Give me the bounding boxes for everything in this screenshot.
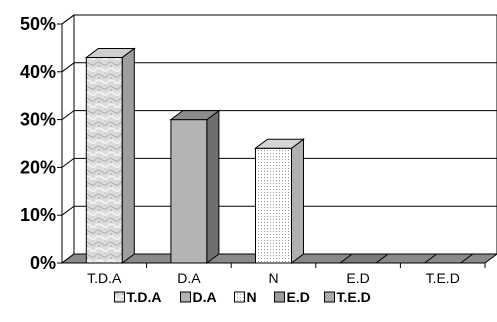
- bar-top: [254, 138, 305, 149]
- legend-swatch: [234, 291, 245, 303]
- legend-swatch: [274, 291, 285, 303]
- y-tick-label: 50%: [20, 14, 56, 34]
- bars: [84, 47, 475, 264]
- legend-label: T.E.D: [337, 289, 371, 305]
- bar-top: [84, 47, 136, 58]
- x-tick-label: E.D: [346, 270, 369, 286]
- legend-label: D.A: [193, 289, 217, 305]
- bar-top: [169, 110, 221, 121]
- gridline: [61, 157, 497, 168]
- left-wall: [61, 14, 75, 264]
- bar-side: [291, 138, 304, 264]
- gridline: [61, 205, 497, 216]
- legend-item: N: [234, 289, 257, 305]
- legend-item: T.D.A: [114, 289, 162, 305]
- y-axis-ticks: 0% 10% 20% 30% 40% 50%: [20, 14, 63, 273]
- legend: T.D.A D.A N E.D T.E.D: [114, 289, 371, 305]
- legend-swatch: [114, 291, 125, 303]
- y-tick-label: 10%: [20, 205, 56, 225]
- bar-side: [206, 109, 220, 264]
- bar-front: [255, 147, 292, 264]
- y-tick-label: 20%: [20, 157, 56, 177]
- gridline: [61, 14, 497, 25]
- legend-swatch: [180, 291, 191, 303]
- x-tick-label: T.D.A: [87, 270, 122, 286]
- legend-label: T.D.A: [127, 289, 162, 305]
- bar: [254, 138, 305, 264]
- bar: [169, 109, 221, 264]
- y-tick-label: 40%: [20, 62, 56, 82]
- gridlines: [61, 14, 497, 264]
- x-tick-label: N: [268, 270, 278, 286]
- legend-label: E.D: [287, 289, 310, 305]
- bar: [84, 47, 136, 264]
- legend-item: T.E.D: [324, 289, 371, 305]
- x-axis-ticks: T.D.A D.A N E.D T.E.D: [62, 262, 486, 286]
- x-tick-label: T.E.D: [426, 270, 460, 286]
- legend-swatch: [324, 291, 335, 303]
- bar-front: [170, 119, 208, 264]
- legend-item: E.D: [274, 289, 310, 305]
- bar-side: [121, 47, 135, 264]
- legend-label: N: [247, 289, 257, 305]
- legend-item: D.A: [180, 289, 217, 305]
- y-tick-label: 0%: [30, 253, 56, 273]
- gridline: [61, 110, 497, 120]
- bar-front: [85, 56, 123, 264]
- gridline: [61, 62, 497, 73]
- y-tick-label: 30%: [20, 110, 56, 130]
- x-tick-label: D.A: [177, 270, 201, 286]
